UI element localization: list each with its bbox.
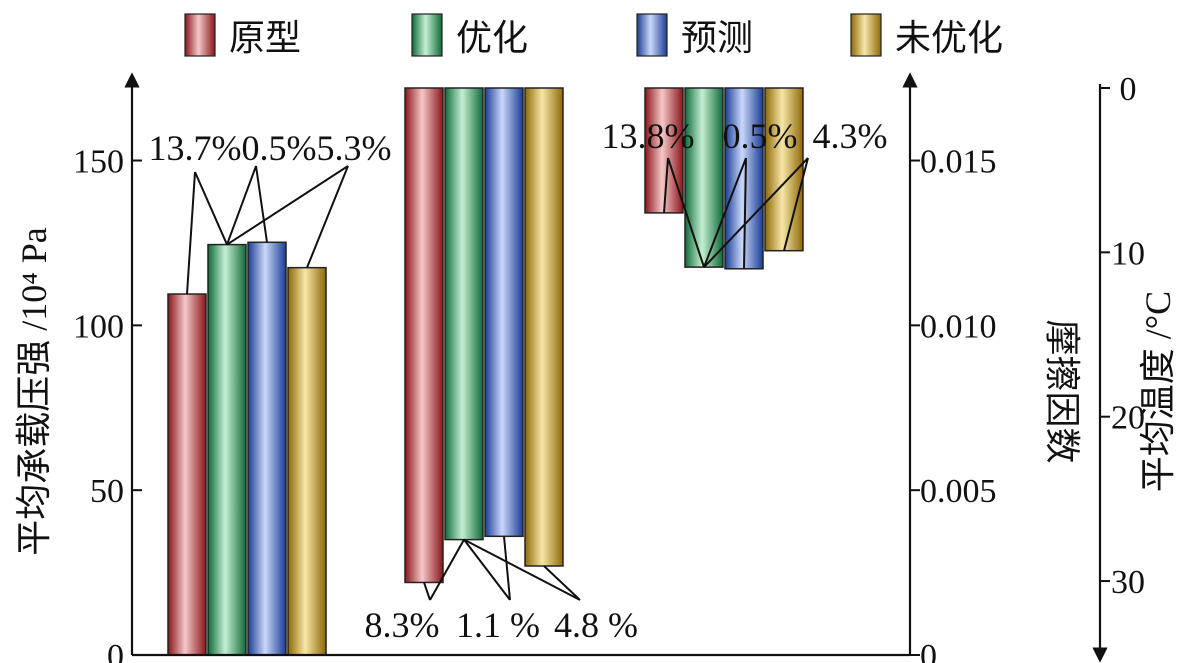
annotation-group-2-3: 4.8 % <box>554 605 638 645</box>
legend-label-3: 预测 <box>681 18 753 58</box>
bar-3-1 <box>644 87 684 214</box>
leader-3-2 <box>703 157 747 269</box>
temperature-axis-label: 平均温度 /°C <box>1138 291 1178 492</box>
bar-2-2 <box>444 87 484 541</box>
left-axis-label: 平均承载压强 /10⁴ Pa <box>14 227 54 556</box>
leader-2-3 <box>463 538 581 601</box>
bar-1-1 <box>167 293 207 656</box>
annotation-group-2-2: 1.1 % <box>456 605 540 645</box>
left-tick-label-4: 150 <box>73 144 124 181</box>
annotation-group-3-1: 13.8% <box>602 116 695 156</box>
bar-2-1 <box>404 87 444 584</box>
temperature-tick-label-4: 30 <box>1111 564 1145 601</box>
bar-2-4 <box>524 87 564 567</box>
left-tick-label-3: 100 <box>73 308 124 345</box>
temperature-tick-label-2: 10 <box>1111 235 1145 272</box>
bar-2-3 <box>484 87 524 538</box>
bar-1-2 <box>207 243 247 656</box>
left-tick-label-2: 50 <box>90 473 124 510</box>
friction-tick-label-4: 0.015 <box>920 144 997 181</box>
bar-1-3 <box>247 241 287 656</box>
annotations: 13.7%0.5%5.3% 8.3% 1.1 % 4.8 % 13.8% 0.5% 4.3% <box>149 116 888 645</box>
friction-tick-label-1: 0 <box>920 638 937 663</box>
legend-label-4: 未优化 <box>895 18 1003 58</box>
left-tick-label-1: 0 <box>107 638 124 663</box>
legend-swatch-2 <box>411 13 443 57</box>
legend: 原型 优化 预测 未优化 <box>184 13 1003 58</box>
leader-1-3 <box>226 165 349 269</box>
annotation-group-2-1: 8.3% <box>365 605 440 645</box>
leader-3-1 <box>663 157 705 268</box>
bars <box>167 87 804 656</box>
annotation-group-3-2: 0.5% <box>723 116 798 156</box>
legend-swatch-3 <box>636 13 668 57</box>
bar-3-2 <box>684 87 724 268</box>
annotation-group-1: 13.7%0.5%5.3% <box>149 128 392 168</box>
friction-tick-label-2: 0.005 <box>920 473 997 510</box>
leader-2-2 <box>463 536 511 601</box>
leader-1-2 <box>226 165 268 245</box>
legend-label-2: 优化 <box>456 18 528 58</box>
leader-1-1 <box>186 171 228 295</box>
legend-swatch-1 <box>184 13 216 57</box>
legend-label-1: 原型 <box>229 18 301 58</box>
bar-1-4 <box>287 266 327 656</box>
leader-2-1 <box>423 539 465 601</box>
annotation-group-3-3: 4.3% <box>813 116 888 156</box>
temperature-tick-label-1: 0 <box>1120 71 1137 108</box>
legend-swatch-4 <box>850 13 882 57</box>
leader-3-3 <box>703 157 809 268</box>
temperature-tick-label-3: 20 <box>1111 400 1145 437</box>
friction-tick-label-3: 0.010 <box>920 308 997 345</box>
friction-axis-label: 摩擦因数 <box>1042 319 1082 463</box>
